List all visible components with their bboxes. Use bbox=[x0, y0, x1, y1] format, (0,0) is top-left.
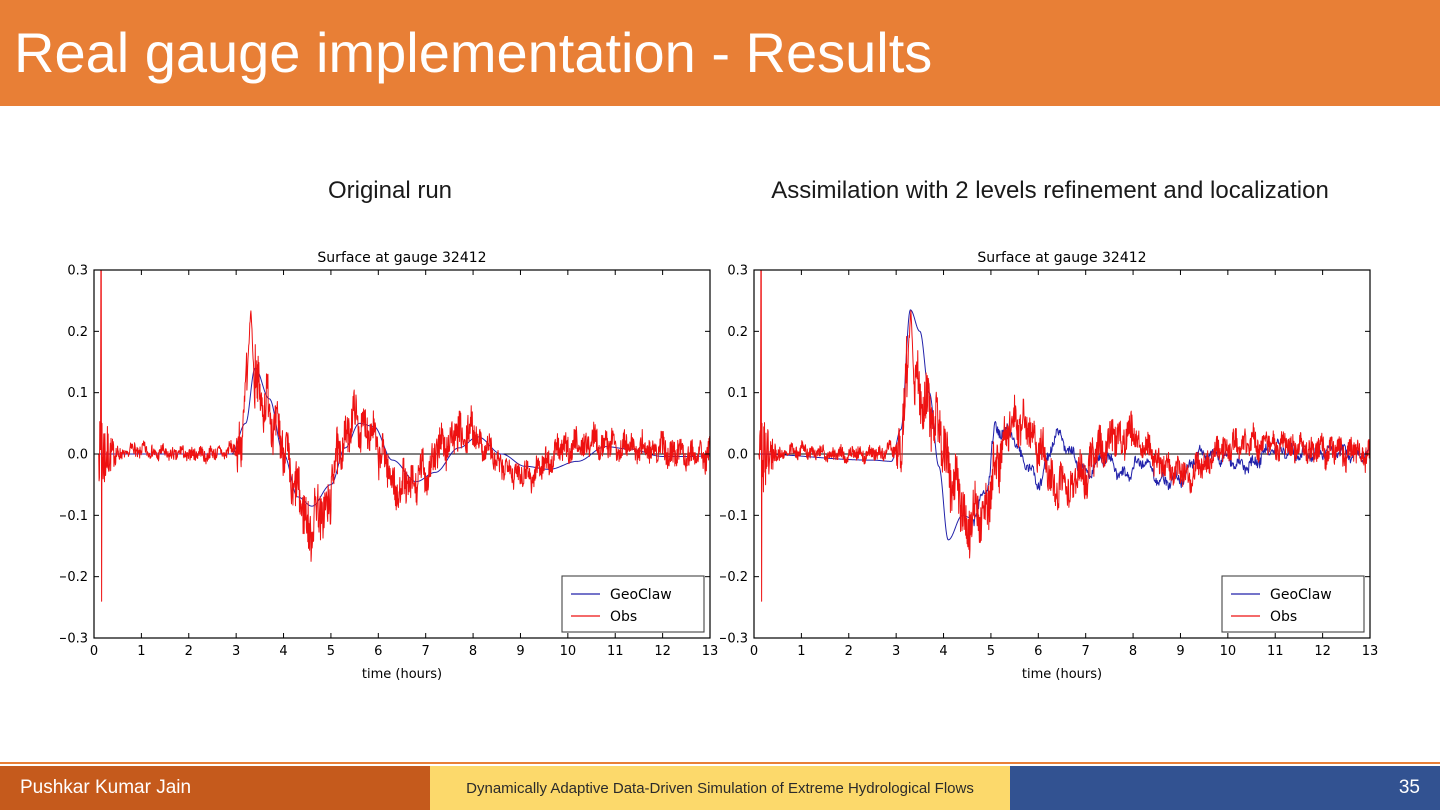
series-obs-line bbox=[754, 270, 1370, 602]
x-tick-label: 5 bbox=[987, 644, 995, 659]
x-tick-label: 6 bbox=[1034, 644, 1042, 659]
x-tick-label: 10 bbox=[560, 644, 577, 659]
panel-assimilation: Assimilation with 2 levels refinement an… bbox=[720, 106, 1380, 726]
series-obs-line bbox=[94, 270, 710, 602]
x-tick-label: 5 bbox=[327, 644, 335, 659]
y-tick-label: 0.2 bbox=[67, 325, 88, 340]
slide-header: Real gauge implementation - Results bbox=[0, 0, 1440, 106]
x-tick-label: 12 bbox=[1314, 644, 1331, 659]
chart-plot-area bbox=[94, 270, 710, 602]
page-title: Real gauge implementation - Results bbox=[14, 21, 933, 84]
y-tick-label: 0.0 bbox=[727, 448, 748, 463]
footer-divider bbox=[0, 762, 1440, 764]
panel-caption-right: Assimilation with 2 levels refinement an… bbox=[771, 177, 1329, 204]
y-tick-label: −0.3 bbox=[60, 632, 88, 647]
footer-page-number: 35 bbox=[1010, 766, 1440, 810]
x-tick-label: 11 bbox=[1267, 644, 1284, 659]
x-tick-label: 8 bbox=[469, 644, 477, 659]
x-axis-label: time (hours) bbox=[362, 667, 442, 682]
x-tick-label: 13 bbox=[1362, 644, 1379, 659]
x-tick-label: 7 bbox=[422, 644, 430, 659]
y-tick-label: 0.3 bbox=[727, 264, 748, 279]
x-tick-label: 3 bbox=[892, 644, 900, 659]
y-tick-label: 0.1 bbox=[727, 386, 748, 401]
legend-label-obs: Obs bbox=[1270, 609, 1297, 625]
x-tick-label: 9 bbox=[516, 644, 524, 659]
x-tick-label: 11 bbox=[607, 644, 624, 659]
y-tick-label: 0.3 bbox=[67, 264, 88, 279]
y-tick-label: 0.2 bbox=[727, 325, 748, 340]
footer-author: Pushkar Kumar Jain bbox=[0, 766, 430, 810]
slide-content: Original run Surface at gauge 32412 0 1 2 3 4… bbox=[0, 106, 1440, 756]
x-tick-label: 7 bbox=[1082, 644, 1090, 659]
chart-original-run[interactable]: Surface at gauge 32412 0 1 2 3 4 5 6 7 8 9 10 11 12 13… bbox=[60, 246, 720, 716]
panel-caption-left: Original run bbox=[327, 177, 453, 204]
x-tick-label: 2 bbox=[185, 644, 193, 659]
chart-legend[interactable]: GeoClaw Obs bbox=[561, 575, 705, 633]
x-tick-label: 8 bbox=[1129, 644, 1137, 659]
chart-legend[interactable]: GeoClaw Obs bbox=[1221, 575, 1365, 633]
x-tick-label: 1 bbox=[797, 644, 805, 659]
y-tick-label: 0.0 bbox=[67, 448, 88, 463]
chart-plot-area bbox=[754, 270, 1370, 602]
legend-label-geoclaw: GeoClaw bbox=[1270, 587, 1332, 603]
y-tick-label: −0.3 bbox=[720, 632, 748, 647]
x-tick-label: 0 bbox=[90, 644, 98, 659]
x-tick-label: 13 bbox=[702, 644, 719, 659]
y-tick-label: −0.1 bbox=[720, 509, 748, 524]
x-tick-label: 6 bbox=[374, 644, 382, 659]
legend-label-geoclaw: GeoClaw bbox=[610, 587, 672, 603]
x-tick-label: 9 bbox=[1176, 644, 1184, 659]
chart-title: Surface at gauge 32412 bbox=[317, 250, 486, 266]
slide-footer: Pushkar Kumar Jain Dynamically Adaptive … bbox=[0, 766, 1440, 810]
y-tick-label: 0.1 bbox=[67, 386, 88, 401]
y-tick-label: −0.2 bbox=[720, 570, 748, 585]
chart-assimilation[interactable]: Surface at gauge 32412 0 1 2 3 4 5 6 7 8 9 10 11 12 13… bbox=[720, 246, 1380, 716]
legend-box bbox=[1221, 575, 1365, 633]
y-tick-label: −0.1 bbox=[60, 509, 88, 524]
x-axis-label: time (hours) bbox=[1022, 667, 1102, 682]
x-tick-label: 10 bbox=[1220, 644, 1237, 659]
y-tick-label: −0.2 bbox=[60, 570, 88, 585]
x-tick-label: 3 bbox=[232, 644, 240, 659]
footer-talk-title: Dynamically Adaptive Data-Driven Simulat… bbox=[430, 766, 1010, 810]
x-tick-label: 1 bbox=[137, 644, 145, 659]
chart-title: Surface at gauge 32412 bbox=[977, 250, 1146, 266]
x-tick-label: 12 bbox=[654, 644, 671, 659]
x-tick-label: 4 bbox=[279, 644, 287, 659]
x-tick-label: 2 bbox=[845, 644, 853, 659]
x-tick-label: 0 bbox=[750, 644, 758, 659]
legend-label-obs: Obs bbox=[610, 609, 637, 625]
x-tick-label: 4 bbox=[939, 644, 947, 659]
legend-box bbox=[561, 575, 705, 633]
panel-original-run: Original run Surface at gauge 32412 0 1 2 3 4… bbox=[60, 106, 720, 726]
